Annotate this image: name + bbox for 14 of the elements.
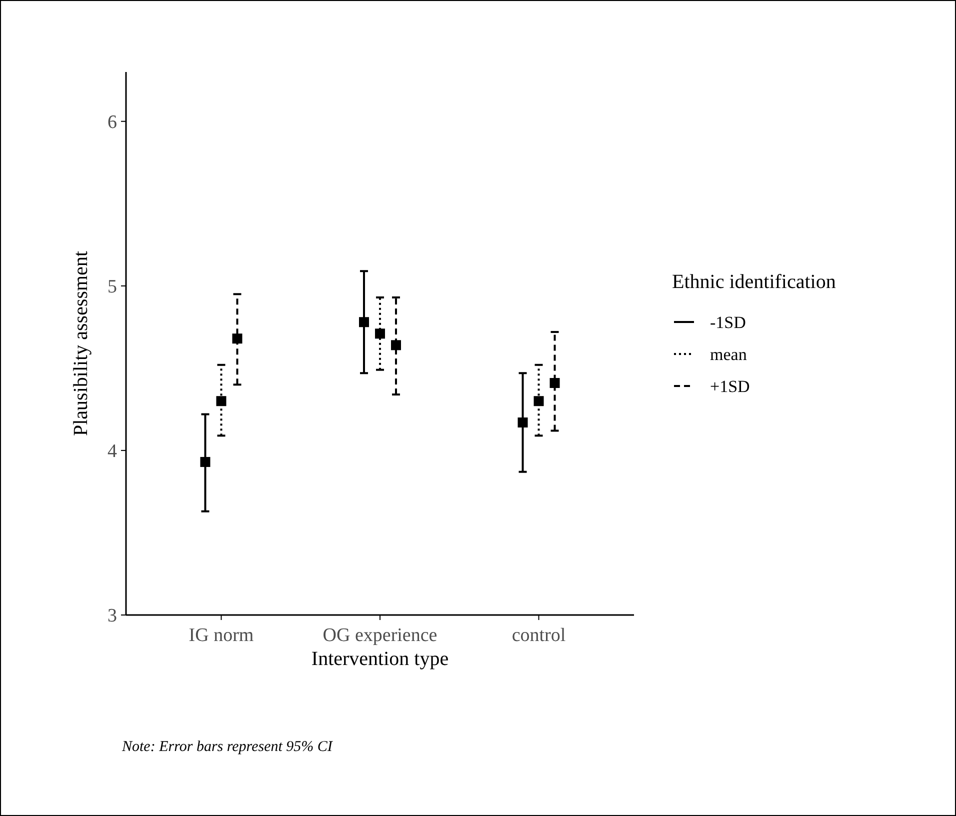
legend-label: -1SD — [710, 312, 746, 332]
legend-title: Ethnic identification — [672, 271, 836, 293]
x-tick-label: IG norm — [188, 625, 254, 646]
text: Note: Error bars represent 95% CI — [121, 739, 334, 755]
x-tick-label: OG experience — [322, 625, 438, 646]
y-tick-label: 4 — [108, 441, 118, 462]
legend-label: mean — [710, 344, 748, 364]
x-tick-label: control — [512, 625, 566, 646]
y-tick-label: 3 — [108, 606, 117, 627]
y-axis-title: Plausibility assessment — [70, 250, 92, 436]
x-axis-title: Intervention type — [311, 648, 449, 670]
y-tick-label: 5 — [108, 276, 117, 298]
legend-label: +1SD — [710, 376, 750, 396]
y-tick-label: 6 — [108, 112, 117, 134]
